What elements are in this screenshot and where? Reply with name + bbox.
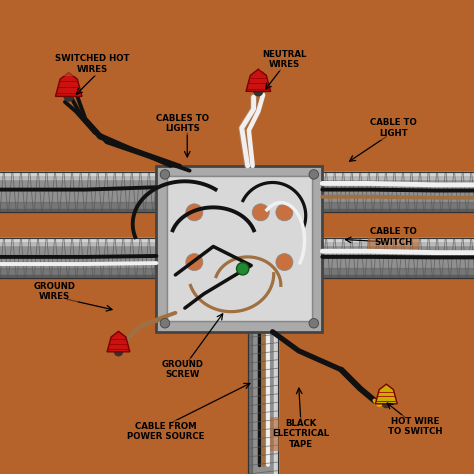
Polygon shape bbox=[156, 166, 322, 332]
Text: GROUND
WIRES: GROUND WIRES bbox=[34, 282, 75, 301]
Polygon shape bbox=[167, 176, 312, 321]
Polygon shape bbox=[248, 332, 278, 474]
Text: BLACK
ELECTRICAL
TAPE: BLACK ELECTRICAL TAPE bbox=[273, 419, 329, 448]
Circle shape bbox=[383, 400, 390, 408]
Text: HOT WIRE
TO SWITCH: HOT WIRE TO SWITCH bbox=[388, 417, 442, 436]
Text: CABLE TO
SWITCH: CABLE TO SWITCH bbox=[370, 228, 417, 246]
Text: CABLE TO
LIGHT: CABLE TO LIGHT bbox=[370, 118, 417, 137]
Circle shape bbox=[309, 170, 319, 179]
Text: NEUTRAL
WIRES: NEUTRAL WIRES bbox=[262, 50, 307, 69]
Polygon shape bbox=[322, 172, 474, 212]
Polygon shape bbox=[246, 69, 271, 91]
Polygon shape bbox=[322, 238, 474, 278]
Circle shape bbox=[309, 319, 319, 328]
Circle shape bbox=[252, 204, 269, 221]
Circle shape bbox=[186, 254, 203, 271]
Circle shape bbox=[64, 92, 73, 101]
Circle shape bbox=[254, 87, 263, 96]
Polygon shape bbox=[0, 238, 156, 278]
Circle shape bbox=[115, 348, 122, 356]
Circle shape bbox=[237, 263, 249, 275]
Text: CABLE FROM
POWER SOURCE: CABLE FROM POWER SOURCE bbox=[127, 422, 205, 441]
Polygon shape bbox=[107, 331, 130, 352]
Circle shape bbox=[276, 204, 293, 221]
Circle shape bbox=[276, 254, 293, 271]
Polygon shape bbox=[375, 384, 397, 404]
Text: SWITCHED HOT
WIRES: SWITCHED HOT WIRES bbox=[55, 55, 130, 73]
Polygon shape bbox=[55, 73, 82, 96]
Text: CABLES TO
LIGHTS: CABLES TO LIGHTS bbox=[156, 114, 209, 133]
Text: GROUND
SCREW: GROUND SCREW bbox=[162, 360, 203, 379]
Circle shape bbox=[160, 170, 170, 179]
Polygon shape bbox=[0, 172, 156, 212]
Circle shape bbox=[160, 319, 170, 328]
Circle shape bbox=[186, 204, 203, 221]
